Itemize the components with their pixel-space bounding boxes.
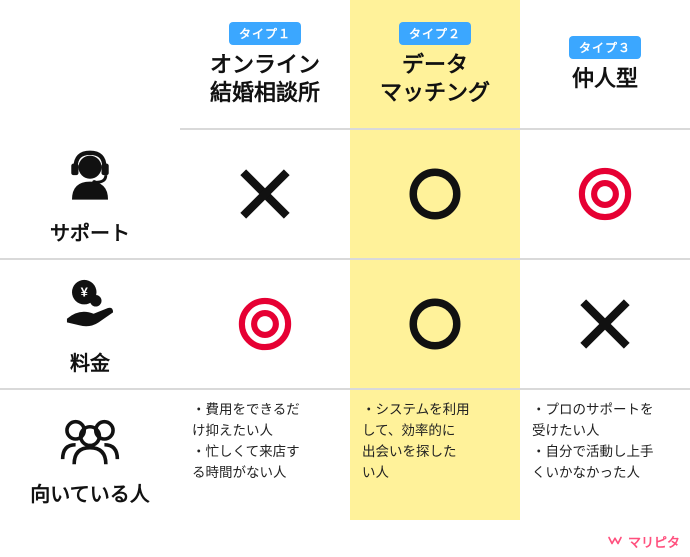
cell-r1-c1 xyxy=(180,130,350,260)
row-header-price: ¥ 料金 xyxy=(0,260,180,390)
cross-mark-icon xyxy=(571,290,639,358)
row-label-support: サポート xyxy=(50,217,130,246)
brand-heart-icon xyxy=(606,533,624,551)
row-label-people: 向いている人 xyxy=(30,478,149,507)
cross-mark-icon xyxy=(231,160,299,228)
type-badge-2: タイプ２ xyxy=(399,22,471,45)
circle-mark-icon xyxy=(401,290,469,358)
cell-r2-c2 xyxy=(350,260,520,390)
svg-text:¥: ¥ xyxy=(81,284,89,299)
cell-r3-c2: ・システムを利用 して、効率的に 出会いを探した い人 xyxy=(350,390,520,520)
type-title-2: データ マッチング xyxy=(380,51,490,106)
desc-2: ・システムを利用 して、効率的に 出会いを探した い人 xyxy=(356,396,472,484)
column-header-1: タイプ１ オンライン 結婚相談所 xyxy=(180,0,350,130)
people-icon xyxy=(54,403,126,475)
type-title-3: 仲人型 xyxy=(572,65,638,93)
type-badge-3: タイプ３ xyxy=(569,36,641,59)
cell-r3-c3: ・プロのサポートを 受けたい人 ・自分で活動し上手 くいかなかった人 xyxy=(520,390,690,520)
double-circle-mark-icon xyxy=(571,160,639,228)
corner-empty xyxy=(0,0,180,130)
circle-mark-icon xyxy=(401,160,469,228)
column-header-2: タイプ２ データ マッチング xyxy=(350,0,520,130)
support-icon xyxy=(54,142,126,214)
desc-3: ・プロのサポートを 受けたい人 ・自分で活動し上手 くいかなかった人 xyxy=(526,396,656,484)
footer-brand: マリピタ xyxy=(606,532,680,551)
cell-r3-c1: ・費用をできるだ け抑えたい人 ・忙しくて来店す る時間がない人 xyxy=(180,390,350,520)
desc-1: ・費用をできるだ け抑えたい人 ・忙しくて来店す る時間がない人 xyxy=(186,396,302,484)
cell-r1-c3 xyxy=(520,130,690,260)
cell-r1-c2 xyxy=(350,130,520,260)
footer-brand-text: マリピタ xyxy=(628,532,680,551)
type-title-1: オンライン 結婚相談所 xyxy=(210,51,320,106)
price-icon: ¥ xyxy=(54,272,126,344)
type-badge-1: タイプ１ xyxy=(229,22,301,45)
row-label-price: 料金 xyxy=(70,347,110,376)
column-header-3: タイプ３ 仲人型 xyxy=(520,0,690,130)
row-header-people: 向いている人 xyxy=(0,390,180,520)
double-circle-mark-icon xyxy=(231,290,299,358)
cell-r2-c1 xyxy=(180,260,350,390)
cell-r2-c3 xyxy=(520,260,690,390)
row-header-support: サポート xyxy=(0,130,180,260)
